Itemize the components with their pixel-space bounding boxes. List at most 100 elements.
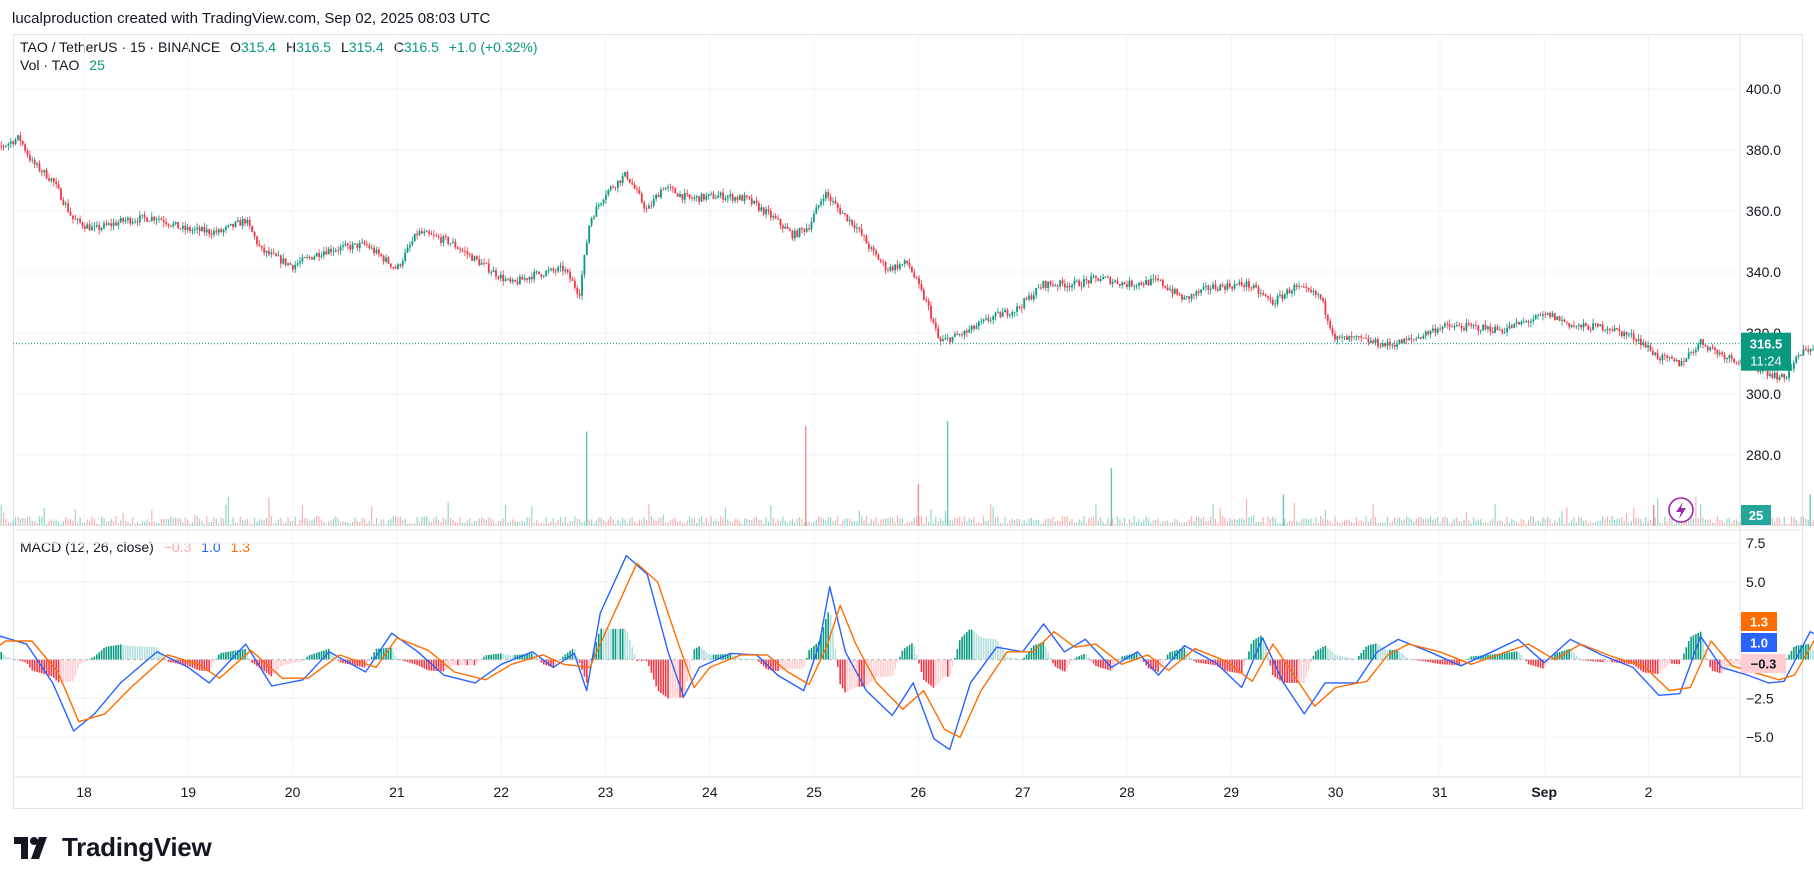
volume-bar [703, 521, 705, 526]
candle-body [1503, 332, 1506, 333]
symbol-label[interactable]: TAO / TetherUS · 15 · BINANCE [20, 39, 221, 55]
macd-hist-bar [1503, 652, 1506, 660]
candle-body [944, 337, 947, 340]
candle-body [354, 243, 356, 245]
macd-hist-bar [471, 659, 473, 666]
volume-bar [1267, 516, 1269, 526]
volume-bar [1733, 520, 1735, 526]
candle-body [478, 259, 481, 265]
macd-hist-bar [1240, 659, 1243, 674]
volume-bar [490, 518, 492, 526]
volume-bar [727, 519, 729, 526]
candle-body [1575, 325, 1578, 327]
volume-bar [803, 522, 805, 526]
candle-body [867, 243, 870, 249]
macd-hist-bar [1138, 655, 1140, 660]
volume-bar [1688, 518, 1690, 526]
volume-bar [387, 520, 390, 526]
macd-hist-bar [810, 648, 813, 660]
macd-hist-bar [413, 659, 416, 665]
macd-hist-bar [1085, 654, 1088, 660]
candle-body [1795, 356, 1798, 363]
candle-body [1644, 342, 1647, 348]
macd-hist-bar [1389, 650, 1391, 660]
volume-bar [636, 523, 638, 526]
volume-bar [1578, 516, 1580, 526]
candle-body [1037, 287, 1040, 289]
volume-bar [1415, 518, 1417, 526]
macd-hist-bar [1391, 649, 1394, 660]
candle-body [1154, 278, 1157, 280]
volume-bar [1329, 521, 1331, 526]
tradingview-logo-icon [14, 836, 47, 859]
candle-body [1599, 324, 1602, 327]
candle-body [1345, 336, 1348, 340]
candle-body [602, 199, 605, 204]
volume-label[interactable]: Vol · TAO [20, 57, 80, 73]
macd-hist-bar [1315, 651, 1317, 660]
volume-bar [1135, 522, 1138, 526]
volume-bar [1090, 517, 1092, 526]
volume-bar [316, 515, 318, 526]
candle-body [1515, 321, 1518, 324]
macd-hist-bar [1685, 647, 1688, 660]
macd-hist-bar [927, 659, 930, 684]
candle-body [1618, 328, 1621, 332]
macd-hist-bar [1097, 659, 1100, 667]
macd-hist-bar [554, 659, 557, 665]
volume-bar [62, 521, 64, 526]
macd-hist-bar [339, 659, 342, 663]
volume-bar [280, 518, 282, 526]
macd-hist-bar [829, 615, 832, 660]
macd-hist-bar [454, 659, 457, 666]
tradingview-logo[interactable]: TradingView [14, 832, 212, 863]
volume-bar [1265, 523, 1267, 526]
chart-frame[interactable] [13, 34, 1803, 809]
candle-body [397, 264, 399, 269]
volume-bar [794, 522, 796, 526]
macd-hist-bar [306, 656, 308, 660]
macd-hist-bar [1061, 659, 1064, 671]
volume-bar [194, 514, 196, 526]
macd-hist-bar [1295, 659, 1298, 683]
candle-body [1785, 377, 1788, 379]
macd-hist-bar [67, 659, 69, 682]
candle-body [841, 213, 844, 214]
volume-bar [815, 520, 817, 526]
symbol-legend[interactable]: TAO / TetherUS · 15 · BINANCE O315.4 H31… [20, 39, 538, 55]
volume-bar [1183, 522, 1185, 526]
macd-hist-bar [942, 659, 944, 678]
candle-body [734, 197, 736, 201]
candle-body [1788, 370, 1790, 378]
volume-bar [454, 522, 456, 526]
candle-body [961, 334, 963, 336]
candle-body [1200, 289, 1202, 293]
macd-hist-bar [1424, 659, 1427, 662]
candle-body [1336, 336, 1339, 340]
volume-bar [1668, 518, 1671, 526]
candle-body [265, 250, 268, 253]
time-tick-label: 26 [911, 784, 927, 800]
candle-body [0, 145, 3, 147]
candle-body [1800, 355, 1802, 356]
macd-hist-bar [332, 654, 335, 660]
volume-legend[interactable]: Vol · TAO 25 [20, 57, 105, 73]
volume-bar [643, 517, 645, 526]
volume-bar [629, 518, 631, 526]
macd-hist-bar [1403, 655, 1406, 660]
volume-bar [533, 522, 535, 526]
macd-hist-bar [1250, 643, 1253, 660]
candle-body [1702, 339, 1704, 345]
macd-hist-bar [392, 650, 395, 660]
volume-bar [1222, 516, 1224, 526]
macd-hist-bar [1649, 659, 1652, 674]
macd-hist-bar [351, 659, 354, 666]
volume-bar [1155, 520, 1157, 526]
lightning-icon[interactable] [1668, 497, 1694, 523]
volume-bar [1537, 520, 1539, 526]
macd-hist-bar [633, 654, 636, 660]
volume-bar [488, 517, 490, 526]
volume-bar [1642, 522, 1644, 526]
volume-bar [1298, 522, 1300, 526]
